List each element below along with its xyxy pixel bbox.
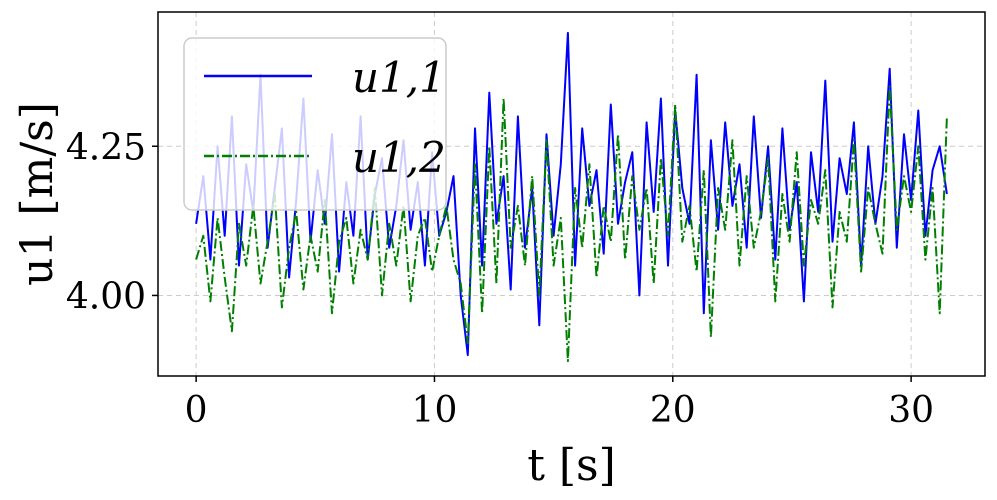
- axis-ticks: 0 10 20 30 4.00 4.25: [66, 127, 934, 431]
- legend: u1,1 u1,2: [183, 37, 447, 211]
- x-tick-label: 0: [185, 390, 208, 431]
- legend-box: [183, 37, 447, 211]
- x-tick-label: 30: [888, 390, 934, 431]
- y-tick-label: 4.25: [66, 127, 146, 168]
- series-line-2: [195, 85, 948, 363]
- legend-label-2: u1,2: [352, 133, 446, 182]
- x-tick-label: 20: [650, 390, 696, 431]
- plot-frame: [157, 11, 986, 377]
- y-axis-label: u1 [m/s]: [12, 102, 63, 286]
- x-axis-label: t [s]: [527, 440, 616, 491]
- y-tick-label: 4.00: [66, 276, 146, 317]
- legend-label-1: u1,1: [352, 53, 446, 102]
- x-tick-label: 10: [412, 390, 458, 431]
